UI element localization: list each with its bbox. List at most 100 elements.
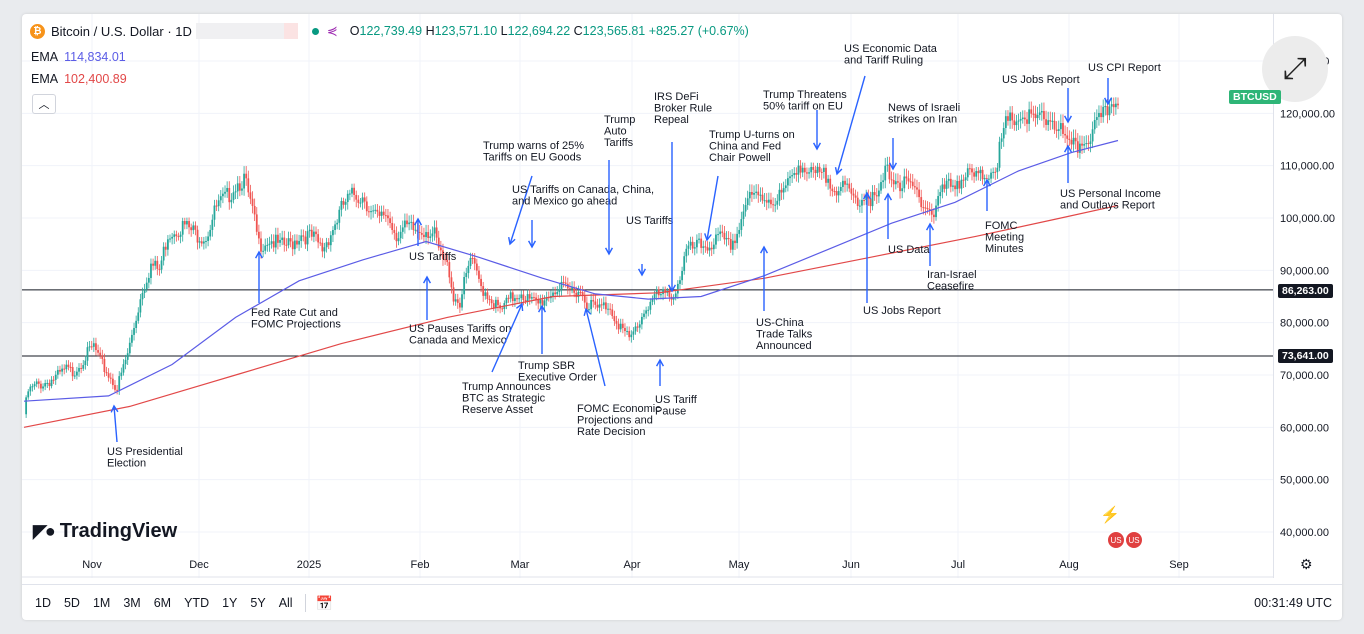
candle-body [992,171,995,173]
timeframe-6m[interactable]: 6M [153,596,172,610]
candle-body [640,316,643,325]
candle-body [846,183,849,185]
candle-body [298,240,300,245]
annotation-label: 50% tariff on EU [763,101,843,113]
x-tick-label: 2025 [297,559,321,571]
candle-body [916,187,918,190]
x-tick-label: Sep [1169,559,1189,571]
candle-body [1059,123,1062,130]
candle-body [871,192,874,207]
candle-body [289,238,292,242]
x-tick-label: Jul [951,559,965,571]
candle-body [306,231,309,245]
candle-body [52,379,55,381]
timeframe-ytd[interactable]: YTD [184,596,210,610]
high-value: 123,571.10 [434,24,498,38]
candle-body [101,355,104,359]
candle-body [634,326,637,332]
candle-body [721,231,724,233]
candle-body [414,229,417,231]
candle-body [545,296,548,301]
candle-body [131,334,133,343]
candle-body [334,224,336,231]
candle-body [926,208,929,210]
timeframe-1m[interactable]: 1M [92,596,111,610]
timeframe-5y[interactable]: 5Y [250,596,266,610]
annotation-arrowhead [537,304,547,313]
annotation-label: US CPI Report [1088,62,1161,74]
chevron-up-icon[interactable]: ︿ [32,94,56,114]
candle-body [217,200,220,207]
candle-body [968,168,971,170]
candle-body [346,193,349,203]
candle-body [985,178,988,180]
candle-body [442,250,444,260]
candle-body [736,233,739,244]
candle-body [605,302,607,310]
candle-body [281,237,284,240]
candle-body [861,199,863,206]
timeframe-all[interactable]: All [278,596,293,610]
candle-body [435,227,438,238]
candle-body [897,181,899,183]
candle-body [29,386,32,392]
candle-body [86,347,89,361]
candle-body [825,167,827,183]
candle-body [401,227,404,232]
annotation-arrowhead [515,302,524,312]
timeframe-1y[interactable]: 1Y [222,596,238,610]
candle-body [710,247,713,250]
candle-body [355,194,358,200]
candle-body [304,236,307,245]
candle-body [651,298,654,302]
candle-body [1106,106,1109,116]
timeframe-5d[interactable]: 5D [63,596,80,610]
annotation-label: US Presidential [107,446,183,458]
candle-body [63,368,66,370]
candle-body [423,234,425,238]
ema-row-1[interactable]: EMA 114,834.01 [31,50,126,64]
annotation-arrowhead [812,142,822,151]
candle-body [444,259,446,261]
x-tick-label: Jun [842,559,860,571]
share-icon[interactable]: ⋞ [326,23,338,38]
timeframe-3m[interactable]: 3M [123,596,141,610]
ema-row-2[interactable]: EMA 102,400.89 [31,72,127,86]
x-tick-label: Dec [189,559,209,571]
candle-body [152,263,154,266]
candle-body [255,214,258,232]
candle-body [939,192,942,197]
candle-body [795,173,798,175]
clock[interactable]: 00:31:49 UTC [1254,596,1332,610]
candle-body [901,188,904,192]
annotation-arrow [585,308,606,387]
chart-area[interactable]: 40,000.00 50,000.00 60,000.00 70,000.00 80,0… [22,14,1342,584]
candle-body [831,188,834,192]
calendar-range-icon[interactable]: 📅 [315,594,334,611]
us-flag-icon-2[interactable]: US [1125,531,1143,549]
candle-body [971,168,973,173]
alert-icon[interactable]: ⚡ [1100,507,1120,524]
candle-body [251,198,254,206]
symbol-title[interactable]: Bitcoin / U.S. Dollar · 1D [51,23,192,39]
annotation-label: Tariffs [604,137,634,149]
candle-body [537,299,540,304]
timeframe-1d[interactable]: 1D [35,596,51,610]
chart-header: ₿ Bitcoin / U.S. Dollar · 1D ⋞ O122,739.… [30,23,749,39]
candle-body [905,176,908,179]
candle-body [1007,116,1009,121]
candle-body [490,299,493,304]
y-tick-label: 100,000.00 [1280,213,1335,225]
candle-body [243,173,245,189]
candle-body [353,187,356,195]
gear-icon[interactable]: ⚙ [1300,556,1313,572]
y-tick-label: 60,000.00 [1280,422,1329,434]
us-flag-icon[interactable]: US [1107,531,1125,549]
candle-body [844,180,846,185]
candle-body [719,231,722,235]
